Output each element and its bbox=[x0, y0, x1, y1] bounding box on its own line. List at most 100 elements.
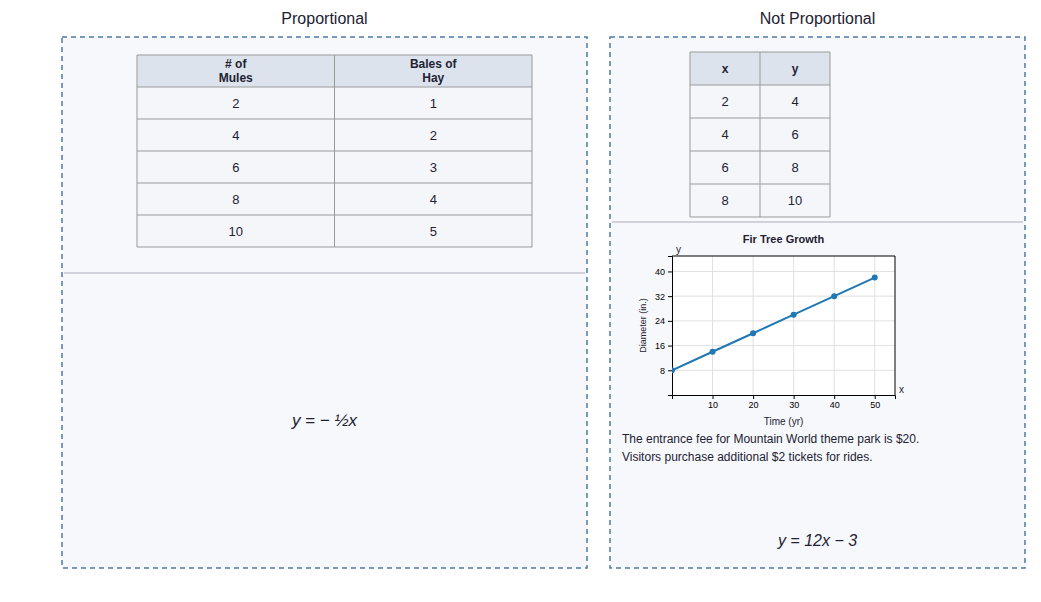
point bbox=[750, 330, 756, 336]
x-axis-line bbox=[673, 396, 896, 400]
panel-box bbox=[62, 37, 587, 568]
note: The entrance fee for Mountain World them… bbox=[622, 432, 919, 446]
table-rule bbox=[334, 55, 335, 247]
tick: 40 bbox=[830, 395, 840, 410]
axis-arrow-label: x bbox=[899, 384, 904, 395]
point bbox=[672, 367, 675, 373]
point bbox=[710, 349, 716, 355]
grid-line bbox=[672, 345, 895, 346]
tick-mark bbox=[668, 296, 672, 297]
tick-label: 32 bbox=[655, 292, 665, 302]
panel: Proportional# ofMulesBales ofHay21426384… bbox=[62, 10, 587, 568]
tick-label: 24 bbox=[655, 316, 665, 326]
table-cell: 2 bbox=[430, 128, 437, 143]
table-body bbox=[690, 52, 830, 217]
table-body bbox=[137, 55, 532, 247]
tick-mark bbox=[668, 271, 672, 272]
x-axis: 10 20 30 40 50 bbox=[673, 395, 896, 410]
tick-mark bbox=[668, 346, 672, 347]
tick-mark bbox=[753, 395, 754, 399]
tick-label: 16 bbox=[655, 341, 665, 351]
tick: 50 bbox=[870, 395, 880, 410]
chart-title: Fir Tree Growth bbox=[743, 233, 825, 245]
tick-label: 30 bbox=[789, 400, 799, 410]
table-rule bbox=[830, 52, 831, 217]
separator bbox=[612, 222, 1023, 223]
tick: 20 bbox=[749, 395, 759, 410]
tick-mark bbox=[875, 395, 876, 399]
panel: Not Proportionalxy244668810The entrance … bbox=[610, 10, 1025, 568]
table-rule bbox=[760, 52, 761, 217]
note: Visitors purchase additional $2 tickets … bbox=[622, 450, 873, 464]
table-cell: 8 bbox=[721, 193, 728, 208]
equation: y = − ½x bbox=[291, 411, 358, 430]
grid-line bbox=[672, 296, 895, 297]
equation: y = 12x − 3 bbox=[777, 532, 857, 549]
plot-area bbox=[672, 256, 895, 395]
tick-label: 40 bbox=[655, 267, 665, 277]
grid bbox=[672, 256, 895, 395]
table-cell: 5 bbox=[430, 224, 437, 239]
table-cell: 4 bbox=[430, 192, 437, 207]
tick-mark bbox=[713, 395, 714, 399]
tick-label: 50 bbox=[870, 400, 880, 410]
table-cell: 3 bbox=[430, 160, 437, 175]
axis-arrow-label: y bbox=[676, 244, 681, 255]
tick-mark bbox=[794, 395, 795, 399]
marks bbox=[672, 275, 878, 374]
table-rule bbox=[690, 52, 691, 217]
table-cell: 10 bbox=[788, 193, 802, 208]
panel-box bbox=[610, 37, 1025, 568]
panel-title: Proportional bbox=[281, 10, 367, 27]
tick-label: 8 bbox=[660, 366, 665, 376]
separator bbox=[64, 273, 585, 274]
grid-line bbox=[712, 256, 713, 395]
grid-line bbox=[793, 256, 794, 395]
table-cell: 6 bbox=[791, 127, 798, 142]
grid-line bbox=[672, 370, 895, 371]
tick: 24 bbox=[655, 316, 672, 326]
tick: 16 bbox=[655, 341, 672, 351]
panel-title: Not Proportional bbox=[760, 10, 876, 27]
point bbox=[872, 275, 878, 281]
tick: 32 bbox=[655, 292, 672, 302]
tick-mark bbox=[834, 395, 835, 399]
table-cell: 2 bbox=[232, 96, 239, 111]
x-axis-title: Time (yr) bbox=[764, 416, 804, 427]
y-axis: 8 16 24 32 40 bbox=[655, 257, 673, 396]
table-header-text: # ofMules bbox=[219, 57, 253, 84]
table-header-text: Bales ofHay bbox=[410, 57, 458, 84]
canvas: Proportional # ofMules Bales ofHay 2 1 4 2 6 3 8 4… bbox=[0, 0, 1041, 602]
grid-line bbox=[672, 320, 895, 321]
tick-mark bbox=[668, 321, 672, 322]
tick: 30 bbox=[789, 395, 799, 410]
table-header-text: x bbox=[722, 62, 729, 76]
table-cell: 4 bbox=[721, 127, 728, 142]
tick: 8 bbox=[660, 366, 672, 376]
tick-label: 20 bbox=[749, 400, 759, 410]
grid-line bbox=[753, 256, 754, 395]
grid-line bbox=[672, 271, 895, 272]
y-axis-line bbox=[668, 257, 673, 396]
y-axis-title: Diameter (in.) bbox=[638, 298, 648, 353]
line bbox=[672, 278, 875, 371]
table-rule bbox=[532, 55, 533, 247]
point bbox=[831, 293, 837, 299]
point bbox=[791, 312, 797, 318]
table-cell: 2 bbox=[721, 94, 728, 109]
table-cell: 4 bbox=[791, 94, 798, 109]
table-cell: 1 bbox=[430, 96, 437, 111]
table-header-text: y bbox=[792, 62, 799, 76]
tick-label: 10 bbox=[708, 400, 718, 410]
table-cell: 8 bbox=[232, 192, 239, 207]
tick-mark bbox=[668, 370, 672, 371]
table-cell: 4 bbox=[232, 128, 239, 143]
tick-label: 40 bbox=[830, 400, 840, 410]
table-cell: 8 bbox=[791, 160, 798, 175]
table-rule bbox=[137, 55, 138, 247]
table-cell: 10 bbox=[229, 224, 243, 239]
tick: 40 bbox=[655, 267, 672, 277]
plot-frame bbox=[672, 256, 895, 395]
grid-line bbox=[834, 256, 835, 395]
line-chart: 10 20 30 40 50 8 16 24 32 40 Fir Tree Growth Time (… bbox=[638, 233, 904, 427]
